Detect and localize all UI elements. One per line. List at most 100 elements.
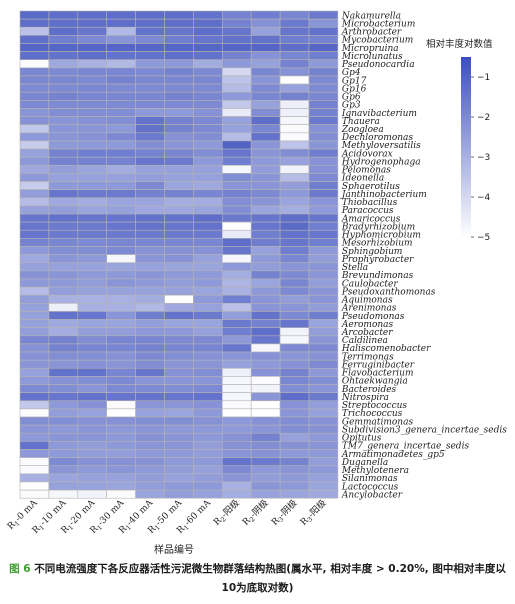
heatmap-cell [77, 83, 108, 93]
heatmap-cell [106, 351, 136, 361]
heatmap-cell [279, 213, 310, 223]
heatmap-cell [308, 18, 339, 28]
heatmap-cell [106, 327, 136, 337]
row-label: Aquimonas [341, 296, 393, 306]
row-label: Thiobacillus [342, 198, 398, 208]
heatmap-cell [106, 335, 136, 345]
row-label: Sphingobium [342, 247, 403, 257]
heatmap-cell [135, 238, 165, 247]
heatmap-cell [19, 246, 50, 255]
heatmap-cell [135, 83, 165, 93]
heatmap-cell [193, 416, 223, 426]
heatmap-cell [106, 457, 136, 467]
row-label: Aeromonas [341, 320, 394, 330]
heatmap-cell [19, 303, 50, 312]
heatmap-cell [164, 148, 194, 158]
heatmap-cell [250, 164, 281, 174]
heatmap-cell [19, 441, 50, 450]
heatmap-cell [193, 18, 223, 28]
heatmap-cell [279, 181, 310, 190]
heatmap-cell [77, 311, 108, 320]
heatmap-cell [164, 197, 194, 207]
heatmap-cell [193, 294, 223, 304]
row-label: Paracoccus [341, 206, 394, 216]
heatmap-cell [106, 473, 136, 483]
heatmap-cell [77, 26, 108, 36]
row-label: Pseudomonas [341, 312, 405, 322]
row-label: Flavobacterium [341, 369, 414, 379]
heatmap-cell [279, 91, 310, 101]
heatmap-cell [308, 254, 339, 264]
heatmap-cell [308, 481, 339, 491]
heatmap-cell [19, 359, 50, 369]
heatmap-cell [164, 83, 194, 93]
row-label: Methylotenera [341, 466, 409, 476]
heatmap-cell [48, 18, 79, 28]
heatmap-cell [164, 343, 194, 353]
heatmap-cell [106, 173, 136, 182]
heatmap-cell [164, 221, 194, 231]
heatmap-cell [19, 132, 50, 142]
heatmap-cell [279, 26, 310, 36]
heatmap-cell [279, 376, 310, 385]
heatmap-cell [135, 35, 165, 44]
heatmap-cell [106, 156, 136, 166]
heatmap-cell [48, 441, 79, 450]
heatmap-cell [48, 197, 79, 207]
heatmap-cell [279, 351, 310, 361]
heatmap-cell [48, 140, 79, 150]
heatmap-cell [135, 262, 165, 272]
heatmap-cell [222, 229, 252, 239]
heatmap-cell [193, 156, 223, 166]
heatmap-cell [135, 10, 165, 20]
heatmap-cell [48, 156, 79, 166]
heatmap-cell [19, 197, 50, 207]
row-label: Pseudoxanthomonas [341, 287, 436, 297]
heatmap-cell [222, 392, 252, 402]
heatmap-cell [19, 75, 50, 85]
heatmap-cell [193, 197, 223, 207]
heatmap-cell [164, 392, 194, 402]
heatmap-cell [77, 229, 108, 239]
row-label: Sphaerotilus [342, 182, 400, 192]
heatmap-cell [135, 303, 165, 312]
heatmap-cell [250, 424, 281, 434]
heatmap-cell [279, 197, 310, 207]
heatmap-cell [193, 221, 223, 231]
heatmap-cell [164, 51, 194, 61]
row-label: Zoogloea [341, 125, 384, 135]
heatmap-cell [222, 367, 252, 377]
heatmap-cell [77, 416, 108, 426]
heatmap-cell [48, 270, 79, 280]
heatmap-cell [19, 10, 50, 20]
heatmap-cell [106, 91, 136, 101]
legend-color-bar [461, 57, 471, 237]
heatmap-cell [193, 246, 223, 255]
heatmap-cell [164, 26, 194, 36]
heatmap-cell [164, 367, 194, 377]
heatmap-cell [48, 481, 79, 491]
heatmap-cell [106, 213, 136, 223]
heatmap-cell [106, 262, 136, 272]
heatmap-cell [279, 189, 310, 199]
heatmap-cell [19, 18, 50, 28]
heatmap-cell [250, 335, 281, 345]
row-label: Gp3 [342, 101, 361, 111]
heatmap-cell [279, 43, 310, 52]
heatmap-cell [308, 67, 339, 77]
heatmap-cell [135, 278, 165, 288]
heatmap-cell [135, 51, 165, 61]
heatmap-cell [48, 181, 79, 190]
heatmap-cell [164, 335, 194, 345]
heatmap-cell [106, 116, 136, 125]
heatmap-cell [222, 181, 252, 190]
heatmap-cell [164, 457, 194, 467]
heatmap-cell [164, 67, 194, 77]
heatmap-cell [279, 221, 310, 231]
heatmap-cell [135, 424, 165, 434]
heatmap-cell [77, 384, 108, 393]
heatmap-cell [77, 351, 108, 361]
heatmap-cell [164, 270, 194, 280]
row-label: Arcobacter [341, 328, 393, 338]
heatmap-cell [106, 465, 136, 475]
